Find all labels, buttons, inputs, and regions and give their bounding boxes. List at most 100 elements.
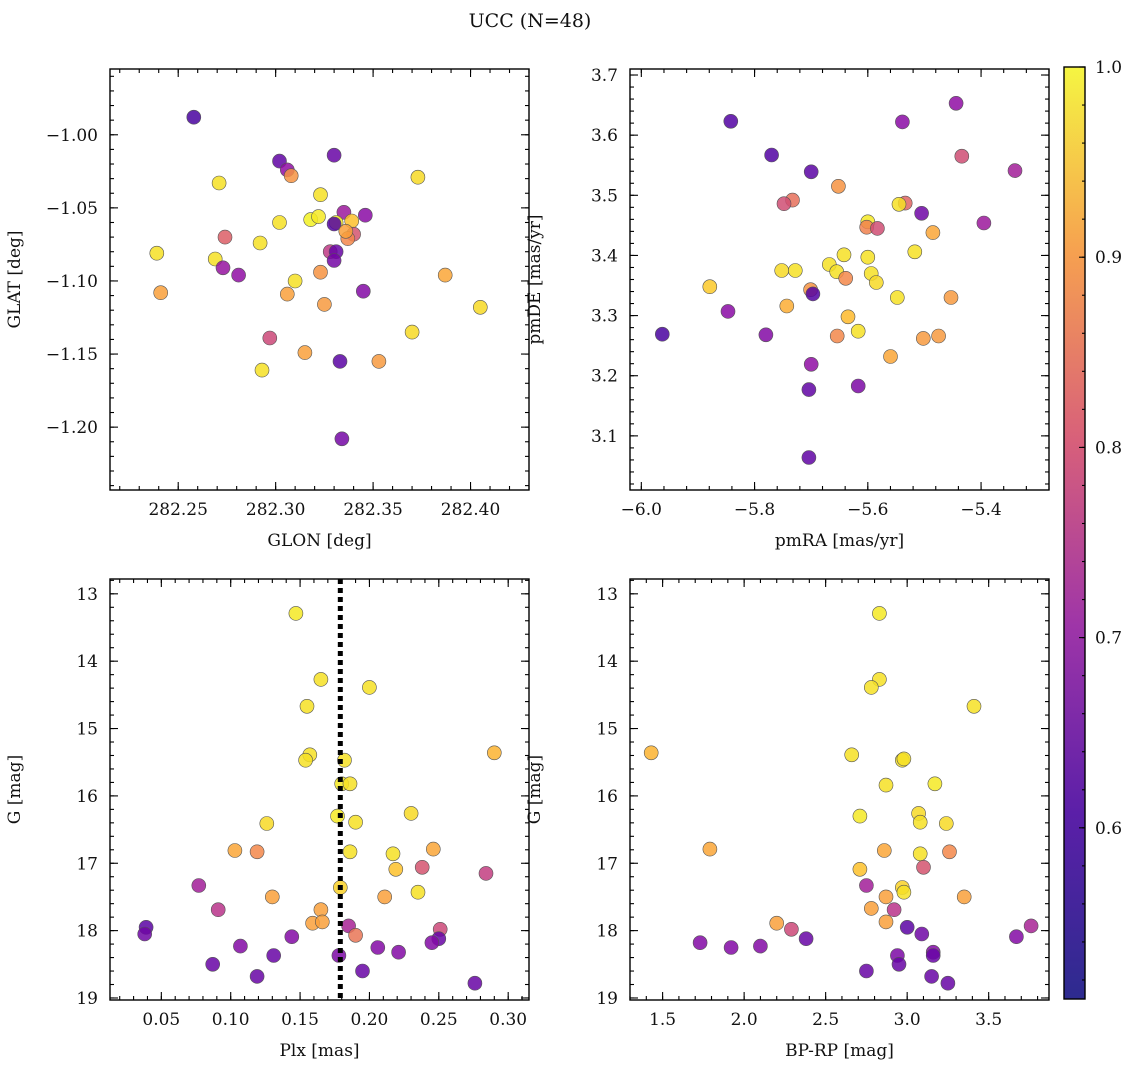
- data-point: [357, 207, 373, 223]
- data-point: [852, 808, 868, 824]
- data-point: [896, 751, 912, 767]
- data-point: [252, 235, 268, 251]
- data-point: [377, 889, 393, 905]
- panel-cmd-plx: 0.05 0.10 0.15 0.20 0.25 0.30 13 14 15 16 17 18 19 Pl…: [5, 578, 530, 1061]
- data-point: [137, 926, 152, 942]
- y-tick-label: 18: [76, 922, 98, 942]
- data-point: [472, 299, 488, 315]
- y-tick-label: −1.10: [46, 272, 98, 292]
- y-tick-label: 14: [76, 652, 98, 672]
- data-point: [410, 169, 426, 185]
- data-point: [942, 844, 957, 860]
- data-point: [326, 216, 342, 232]
- data-point: [1007, 163, 1023, 178]
- points-cmd-color: [643, 606, 1039, 991]
- data-point: [938, 816, 954, 831]
- y-tick-label: −1.05: [46, 199, 98, 219]
- data-point: [313, 187, 328, 202]
- data-point: [863, 901, 879, 916]
- data-point: [287, 273, 303, 289]
- x-axis-label: BP-RP [mag]: [785, 1041, 894, 1061]
- data-point: [948, 96, 964, 111]
- y-tick-label: 18: [596, 922, 618, 942]
- data-point: [859, 878, 874, 893]
- data-point: [486, 745, 502, 761]
- data-point: [254, 362, 270, 378]
- y-tick-label: 3.3: [591, 307, 618, 327]
- x-tick-label: −5.8: [734, 500, 775, 520]
- data-point: [215, 260, 231, 276]
- data-point: [860, 249, 876, 265]
- data-point: [956, 889, 972, 905]
- data-point: [878, 777, 894, 793]
- x-axis-label: GLON [deg]: [267, 531, 371, 551]
- x-tick-label: 2.5: [812, 1010, 839, 1030]
- data-point: [370, 940, 386, 955]
- data-point: [829, 328, 845, 344]
- data-point: [914, 206, 929, 221]
- data-point: [297, 345, 313, 360]
- data-point: [314, 914, 330, 930]
- data-point: [262, 330, 278, 346]
- y-tick-label: 14: [596, 652, 618, 672]
- data-point: [272, 215, 287, 230]
- data-point: [805, 286, 821, 302]
- x-tick-label: 0.30: [489, 1010, 527, 1030]
- x-tick-label: 0.05: [142, 1010, 180, 1030]
- data-point: [723, 114, 739, 129]
- data-point: [191, 878, 207, 893]
- data-point: [927, 776, 943, 792]
- data-point: [876, 843, 892, 858]
- data-point: [872, 606, 887, 621]
- data-point: [943, 290, 959, 305]
- data-point: [878, 889, 894, 905]
- data-point: [231, 267, 246, 283]
- data-point: [362, 680, 377, 695]
- colorbar-gradient: [1064, 67, 1085, 999]
- data-point: [425, 841, 441, 857]
- data-point: [326, 253, 342, 268]
- panel-cmd-color: 1.5 2.0 2.5 3.0 3.5 13 14 15 16 17 18 19 BP-RP [mag]…: [525, 578, 1050, 1061]
- data-point: [753, 938, 768, 954]
- data-point: [850, 323, 866, 339]
- data-point: [205, 956, 220, 972]
- data-point: [720, 304, 736, 319]
- y-tick-label: 13: [596, 585, 618, 605]
- data-point: [299, 698, 315, 714]
- data-point: [259, 816, 275, 831]
- y-tick-label: −1.00: [46, 126, 98, 146]
- y-axis-label: G [mag]: [5, 755, 25, 824]
- y-tick-label: −1.20: [46, 418, 98, 438]
- data-point: [643, 745, 659, 761]
- x-tick-label: 0.20: [351, 1010, 389, 1030]
- colorbar: 0.6 0.7 0.8 0.9 1.0: [1063, 58, 1122, 1000]
- data-point: [896, 884, 912, 900]
- data-point: [338, 224, 354, 239]
- data-point: [954, 148, 970, 164]
- data-point: [371, 354, 387, 369]
- data-point: [758, 327, 774, 343]
- data-point: [424, 935, 440, 951]
- data-point: [342, 776, 358, 792]
- y-tick-label: 3.2: [591, 367, 618, 387]
- data-point: [907, 244, 923, 260]
- data-point: [227, 843, 243, 858]
- data-point: [266, 948, 282, 963]
- data-point: [801, 450, 817, 465]
- y-tick-label: 15: [596, 720, 618, 740]
- data-point: [313, 672, 329, 687]
- data-point: [940, 975, 956, 991]
- data-point: [966, 698, 982, 714]
- data-point: [878, 914, 894, 930]
- colorbar-frame: [1063, 66, 1086, 1000]
- data-point: [317, 297, 332, 312]
- data-point: [831, 179, 846, 194]
- x-tick-label: −6.0: [621, 500, 662, 520]
- colorbar-tick-label: 0.9: [1095, 248, 1122, 268]
- data-point: [217, 229, 233, 245]
- data-point: [836, 247, 852, 263]
- y-axis-label: GLAT [deg]: [5, 230, 25, 328]
- x-tick-label: 0.10: [212, 1010, 250, 1030]
- data-point: [798, 931, 814, 947]
